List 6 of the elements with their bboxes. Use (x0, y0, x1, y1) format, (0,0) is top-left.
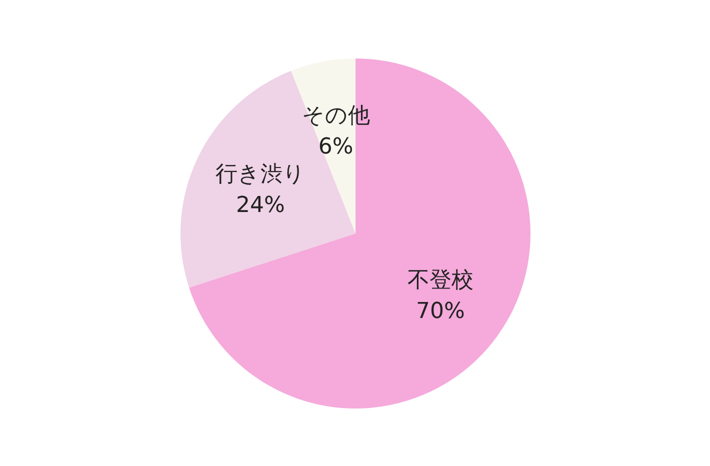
data-label: 70% (416, 299, 465, 324)
slice-label: 不登校 (407, 268, 474, 294)
slice-label: その他 (302, 103, 370, 128)
data-label: 24% (236, 192, 285, 218)
data-label: 6% (318, 134, 354, 160)
slice-label: 行き渋り (215, 162, 306, 187)
